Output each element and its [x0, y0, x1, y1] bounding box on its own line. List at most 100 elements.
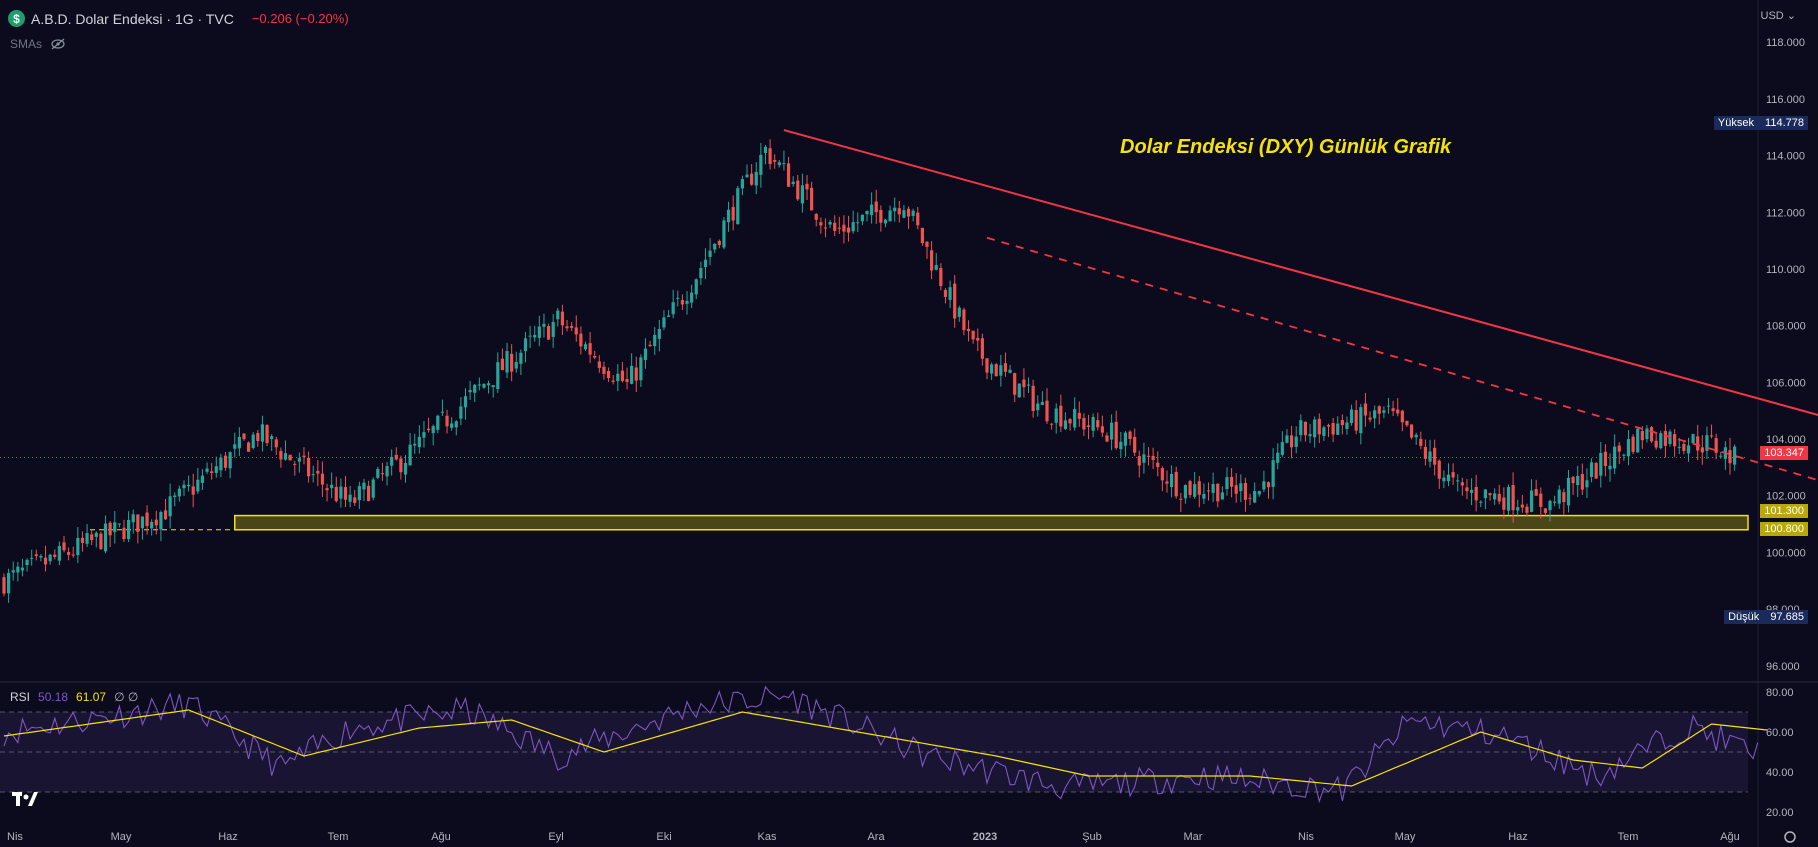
- candle-body: [1276, 452, 1280, 463]
- price-tick-label: 106.000: [1766, 377, 1806, 389]
- candle-body: [574, 327, 578, 335]
- candle-body: [1396, 409, 1400, 414]
- candle-body: [1622, 454, 1626, 456]
- time-tick-label: Kas: [758, 831, 777, 843]
- candle-body: [639, 357, 643, 381]
- rsi-legend[interactable]: RSI 50.18 61.07 ∅ ∅: [10, 690, 138, 704]
- settings-gear-icon[interactable]: [1784, 831, 1796, 843]
- candle-body: [763, 146, 768, 153]
- candle-body: [865, 210, 869, 215]
- candle-body: [246, 442, 251, 452]
- candle-body: [473, 384, 477, 393]
- candle-body: [805, 183, 809, 190]
- candle-body: [1229, 476, 1234, 487]
- candle-body: [560, 311, 565, 326]
- candle-body: [731, 207, 735, 221]
- candle-body: [122, 527, 126, 539]
- candle-body: [1636, 428, 1640, 453]
- candle-body: [1566, 477, 1571, 506]
- candle-body: [1442, 477, 1446, 482]
- symbol-header[interactable]: $ A.B.D. Dolar Endeksi · 1G · TVC −0.206…: [8, 10, 349, 27]
- candle-body: [1349, 409, 1354, 424]
- candle-body: [1063, 420, 1068, 429]
- zone-top-label: 101.300: [1760, 504, 1808, 518]
- time-tick-label: Nis: [7, 831, 23, 843]
- price-tick-label: 118.000: [1766, 37, 1805, 49]
- candle-body: [625, 379, 629, 383]
- candle-body: [30, 557, 34, 559]
- candle-body: [1234, 485, 1238, 494]
- candle-body: [888, 210, 892, 222]
- candle-body: [1188, 481, 1192, 495]
- candle-body: [1022, 379, 1026, 388]
- candle-series: [2, 139, 1737, 603]
- candle-body: [168, 496, 172, 517]
- candle-body: [1146, 455, 1151, 457]
- candle-body: [759, 154, 763, 175]
- candle-body: [1673, 434, 1677, 447]
- candle-body: [920, 227, 924, 244]
- candle-body: [1580, 474, 1584, 490]
- rsi-name: RSI: [10, 690, 31, 704]
- candle-body: [948, 287, 952, 300]
- candle-body: [205, 468, 209, 472]
- candle-body: [588, 343, 592, 355]
- candle-body: [25, 559, 29, 566]
- time-tick-label: Tem: [1618, 831, 1639, 843]
- chart-annotation: Dolar Endeksi (DXY) Günlük Grafik: [1120, 136, 1452, 158]
- candle-body: [1340, 420, 1344, 426]
- candle-body: [1193, 484, 1197, 497]
- candle-body: [514, 362, 518, 369]
- candle-body: [579, 333, 583, 347]
- candle-body: [722, 220, 726, 248]
- low-label: Düşük 97.685: [1724, 610, 1808, 624]
- dollar-badge-icon: $: [8, 10, 25, 27]
- candle-body: [1331, 423, 1335, 435]
- candle-body: [1437, 460, 1441, 479]
- candle-body: [500, 358, 505, 371]
- candle-body: [1645, 428, 1649, 440]
- indicator-legend[interactable]: SMAs: [10, 37, 66, 51]
- candle-body: [1382, 410, 1386, 413]
- candle-body: [1714, 438, 1718, 453]
- currency-selector[interactable]: USD ⌄: [1760, 10, 1797, 22]
- candle-body: [985, 358, 989, 373]
- candle-body: [302, 455, 306, 458]
- price-tick-label: 102.000: [1766, 491, 1806, 503]
- candle-body: [1239, 483, 1243, 492]
- candle-body: [1225, 477, 1229, 490]
- candle-body: [1068, 419, 1072, 424]
- time-tick-label: Haz: [218, 831, 238, 843]
- candle-body: [925, 241, 929, 247]
- candle-body: [736, 188, 740, 225]
- candle-body: [726, 209, 731, 223]
- candle-body: [745, 174, 749, 178]
- candle-body: [694, 279, 698, 295]
- candle-body: [519, 352, 523, 364]
- candle-body: [1686, 445, 1691, 454]
- candle-body: [1659, 433, 1663, 449]
- candle-body: [1539, 493, 1543, 507]
- high-label-text: Yüksek: [1717, 117, 1754, 129]
- candle-body: [408, 444, 412, 466]
- candle-body: [270, 436, 274, 440]
- candle-body: [1285, 435, 1289, 443]
- candle-body: [1423, 446, 1428, 459]
- candle-body: [7, 572, 11, 594]
- last-price-label: 103.347: [1760, 446, 1808, 460]
- candle-body: [200, 475, 205, 483]
- candle-body: [846, 227, 851, 233]
- eye-off-icon[interactable]: [50, 38, 66, 50]
- candle-body: [680, 300, 685, 305]
- candle-body: [1553, 501, 1557, 503]
- candle-body: [48, 554, 52, 562]
- candle-body: [256, 433, 260, 441]
- candle-body: [99, 533, 103, 550]
- candle-body: [390, 456, 394, 466]
- candle-body: [67, 552, 71, 555]
- candle-body: [791, 181, 795, 185]
- candle-body: [1248, 497, 1252, 499]
- candle-body: [1266, 482, 1271, 488]
- candle-body: [394, 454, 398, 460]
